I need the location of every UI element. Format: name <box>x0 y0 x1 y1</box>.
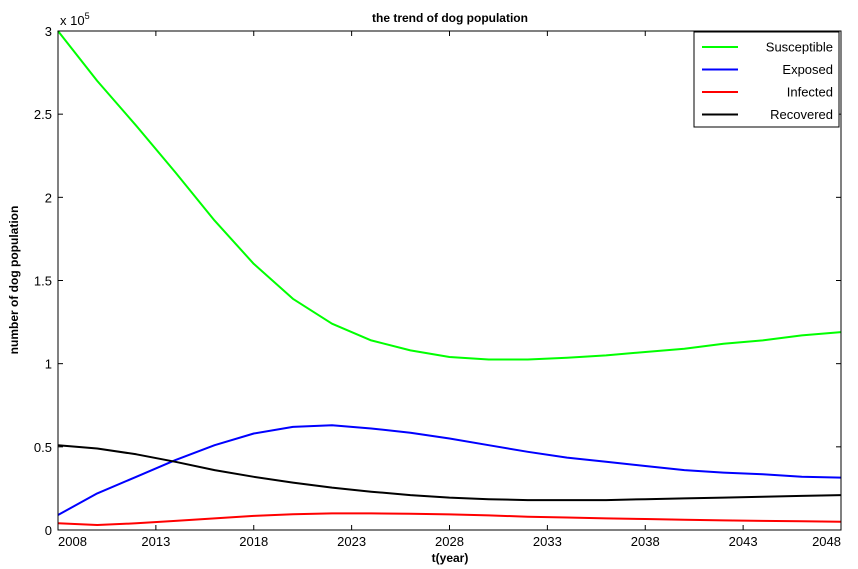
y-exponent-base: x 10 <box>60 13 85 28</box>
legend-label: Recovered <box>770 107 833 122</box>
chart-title: the trend of dog population <box>372 11 528 25</box>
x-tick-label: 2023 <box>337 534 366 549</box>
series-line-recovered <box>57 444 842 502</box>
y-tick-label: 1 <box>45 357 52 372</box>
plot-frame <box>57 30 842 531</box>
legend-label: Susceptible <box>766 40 833 55</box>
series-line-susceptible <box>57 30 842 361</box>
series-line-exposed <box>57 424 842 516</box>
y-tick-label: 1.5 <box>34 274 52 289</box>
legend-label: Infected <box>787 85 833 100</box>
y-tick-label: 3 <box>45 24 52 39</box>
series-lines <box>57 30 842 526</box>
x-tick-label: 2013 <box>141 534 170 549</box>
x-tick-label: 2018 <box>239 534 268 549</box>
y-tick-label: 0 <box>45 523 52 538</box>
y-tick-label: 0.5 <box>34 440 52 455</box>
legend-label: Exposed <box>782 62 833 77</box>
x-tick-label: 2038 <box>631 534 660 549</box>
y-axis-title: number of dog population <box>7 206 21 355</box>
x-tick-label: 2043 <box>729 534 758 549</box>
y-tick-label: 2.5 <box>34 107 52 122</box>
y-axis-exponent: x 105 <box>60 11 90 28</box>
tick-labels: 2008 2013 2018 2023 2028 2033 2038 2043 2048 0 0.5… <box>34 24 841 549</box>
x-tick-label: 2008 <box>58 534 87 549</box>
x-tick-label: 2028 <box>435 534 464 549</box>
y-tick-label: 2 <box>45 190 52 205</box>
y-exponent-power: 5 <box>85 11 90 21</box>
x-tick-label: 2048 <box>812 534 841 549</box>
x-tick-label: 2033 <box>533 534 562 549</box>
x-axis-title: t(year) <box>432 551 469 565</box>
series-line-infected <box>57 512 842 526</box>
legend: Susceptible Exposed Infected Recovered <box>693 31 840 128</box>
